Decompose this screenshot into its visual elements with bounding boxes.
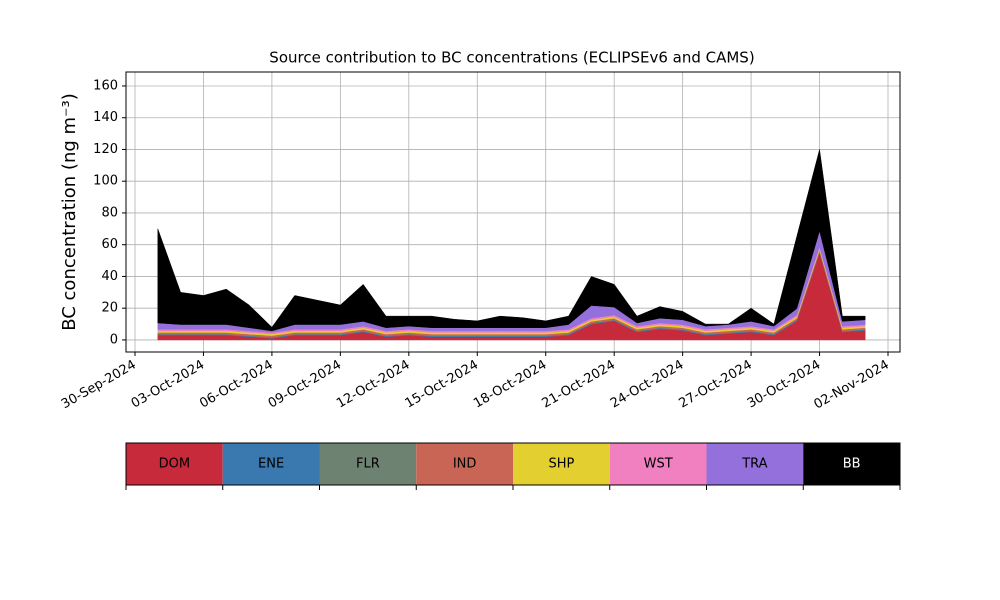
legend-swatch: [706, 443, 804, 485]
x-tick-label: 09-Oct-2024: [266, 358, 344, 412]
legend-swatch: [416, 443, 513, 485]
y-tick-label: 20: [101, 301, 118, 316]
x-tick-label: 24-Oct-2024: [608, 358, 686, 412]
y-tick-label: 0: [110, 332, 118, 347]
y-tick-label: 120: [93, 142, 118, 157]
x-tick-label: 06-Oct-2024: [197, 358, 275, 412]
legend-swatch: [126, 443, 223, 485]
x-tick-label: 21-Oct-2024: [540, 358, 618, 412]
y-tick-label: 100: [93, 174, 118, 189]
x-tick-label: 02-Nov-2024: [811, 358, 891, 413]
legend-swatch: [513, 443, 610, 485]
y-tick-label: 40: [101, 269, 118, 284]
y-tick-label: 160: [93, 78, 118, 93]
area: [157, 149, 866, 332]
legend-label: ENE: [258, 457, 284, 472]
x-tick-label: 30-Oct-2024: [745, 358, 823, 412]
x-tick-label: 18-Oct-2024: [471, 358, 549, 412]
y-axis-label: BC concentration (ng m⁻³): [59, 93, 80, 331]
x-tick-label: 12-Oct-2024: [334, 358, 412, 412]
x-tick-label: 27-Oct-2024: [676, 358, 754, 412]
x-tick-label: 30-Sep-2024: [59, 358, 139, 413]
chart-title: Source contribution to BC concentrations…: [269, 49, 754, 67]
legend-label: FLR: [356, 457, 380, 472]
legend-label: IND: [453, 457, 477, 472]
legend-label: SHP: [548, 457, 574, 472]
legend-swatch: [609, 443, 707, 485]
legend-label: WST: [644, 457, 673, 472]
legend-swatch: [803, 443, 900, 485]
legend-frame: [125, 442, 901, 486]
legend-swatch: [222, 443, 320, 485]
plot-frame: [125, 71, 901, 353]
legend-label: TRA: [741, 457, 767, 472]
x-tick-label: 15-Oct-2024: [403, 358, 481, 412]
y-tick-label: 60: [101, 237, 118, 252]
legend-label: DOM: [159, 457, 190, 472]
x-tick-label: 03-Oct-2024: [129, 358, 207, 412]
y-tick-label: 140: [93, 110, 118, 125]
legend-swatch: [319, 443, 417, 485]
legend-label: BB: [843, 457, 861, 472]
y-tick-label: 80: [101, 205, 118, 220]
